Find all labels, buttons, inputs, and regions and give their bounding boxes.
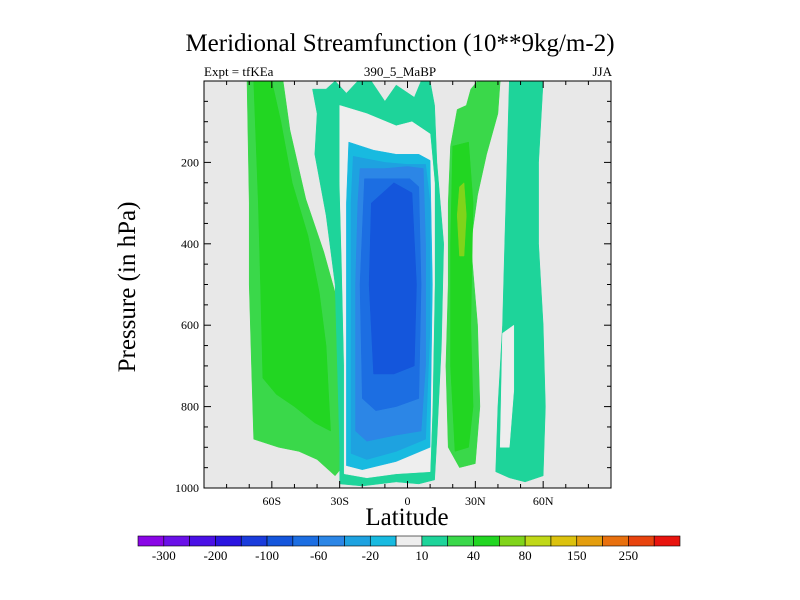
colorbar-label: -20 <box>362 548 379 563</box>
colorbar-box <box>369 535 397 547</box>
colorbar-box <box>473 535 500 547</box>
colorbar-box <box>653 535 681 547</box>
y-tick-label: 200 <box>181 155 199 169</box>
y-tick-label: 800 <box>181 400 199 414</box>
colorbar-label: 250 <box>619 548 639 563</box>
colorbar-label: -300 <box>152 548 176 563</box>
colorbar-label: -60 <box>310 548 327 563</box>
colorbar-box <box>189 535 216 547</box>
colorbar-box <box>215 535 242 547</box>
contour-region-1 <box>253 80 331 432</box>
y-tick-label: 1000 <box>175 481 199 495</box>
colorbar-label: 40 <box>467 548 480 563</box>
colorbar-box <box>344 535 371 547</box>
y-tick-label: 600 <box>181 318 199 332</box>
colorbar-box <box>137 535 165 547</box>
colorbar-box <box>395 535 423 547</box>
experiment-label: Expt = tfKEa <box>204 64 274 79</box>
x-tick-label: 0 <box>405 494 411 508</box>
colorbar-label: -200 <box>204 548 228 563</box>
colorbar-box <box>524 535 552 547</box>
colorbar-box <box>499 535 526 547</box>
x-tick-label: 30S <box>330 494 349 508</box>
colorbar-box <box>292 535 319 547</box>
x-axis-label: Latitude <box>365 504 449 531</box>
colorbar-box <box>550 535 578 547</box>
contour-region-10 <box>450 141 474 452</box>
season-label: JJA <box>592 64 612 79</box>
contour-region-11 <box>456 182 467 257</box>
contour-region-8 <box>368 182 417 375</box>
colorbar-box <box>163 535 190 547</box>
chart-title: Meridional Streamfunction (10**9kg/m-2) <box>185 30 615 57</box>
colorbar-box <box>602 535 629 547</box>
contour-regions <box>246 80 546 487</box>
colorbar-label: 80 <box>519 548 532 563</box>
colorbar-label: -100 <box>255 548 279 563</box>
colorbar-box <box>266 535 294 547</box>
colorbar-box <box>576 535 603 547</box>
colorbar-box <box>447 535 474 547</box>
colorbar-box <box>318 535 345 547</box>
colorbar: -300 -200 -100 -60 -20 10 40 80 150 250 <box>137 535 681 563</box>
colorbar-box <box>628 535 655 547</box>
x-tick-label: 30N <box>465 494 486 508</box>
x-axis-ticks: 60S 30S 0 30N 60N <box>203 81 612 508</box>
contour-region-13 <box>499 324 515 448</box>
colorbar-label: 10 <box>415 548 428 563</box>
colorbar-label: 150 <box>567 548 587 563</box>
colorbar-box <box>240 535 268 547</box>
y-axis-ticks: 200 400 600 800 1000 <box>175 80 611 495</box>
colorbar-box <box>421 535 449 547</box>
y-tick-label: 400 <box>181 237 199 251</box>
time-label: 390_5_MaBP <box>363 64 437 79</box>
x-tick-label: 60N <box>533 494 554 508</box>
x-tick-label: 60S <box>262 494 281 508</box>
